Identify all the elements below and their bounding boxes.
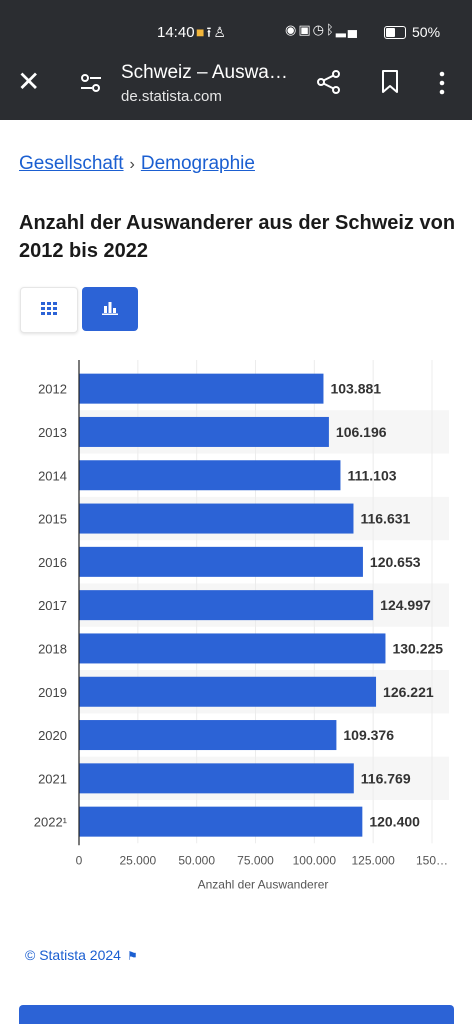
value-label: 130.225 — [392, 640, 443, 656]
breadcrumb-gesellschaft[interactable]: Gesellschaft — [19, 153, 124, 174]
share-icon[interactable] — [316, 69, 342, 95]
category-label: 2016 — [38, 555, 67, 570]
value-label: 124.997 — [380, 597, 431, 613]
battery-percent: 50% — [412, 24, 441, 40]
status-bar: 14:40 ■⭱♙ ◉▣◷ᛒ▂▄ 50% — [0, 0, 472, 56]
bar — [79, 460, 341, 491]
bar — [79, 416, 329, 447]
category-label: 2018 — [38, 641, 67, 656]
value-label: 126.221 — [383, 684, 434, 700]
breadcrumb-demographie[interactable]: Demographie — [140, 153, 255, 174]
upload-icon: ⭱ — [206, 24, 214, 40]
signal-icon: ▂▄ — [335, 22, 360, 37]
bar — [79, 763, 354, 794]
value-label: 111.103 — [347, 467, 396, 483]
tune-icon[interactable] — [80, 72, 102, 94]
bar — [79, 546, 363, 577]
table-view-button[interactable] — [20, 287, 78, 333]
bar-chart-icon — [102, 302, 118, 315]
bar — [79, 503, 354, 534]
tab-url[interactable]: de.statista.com — [121, 88, 222, 105]
category-label: 2013 — [38, 425, 67, 440]
value-label: 120.400 — [369, 814, 420, 830]
category-label: 2019 — [38, 685, 67, 700]
category-label: 2015 — [38, 512, 67, 527]
eye-icon: ◉ — [285, 22, 299, 37]
x-tick-label: 125.000 — [351, 853, 395, 867]
x-tick-label: 75.000 — [237, 853, 274, 867]
value-label: 120.653 — [370, 554, 421, 570]
system-icons: ◉▣◷ᛒ▂▄ — [285, 22, 359, 38]
flag-icon[interactable]: ⚑ — [126, 949, 138, 963]
battery-icon — [384, 26, 406, 39]
tab-title: Schweiz – Auswa… — [121, 62, 288, 83]
x-tick-label: 100.000 — [293, 853, 337, 867]
x-tick-label: 150… — [416, 853, 448, 867]
x-tick-label: 0 — [76, 853, 83, 867]
value-label: 103.881 — [330, 381, 381, 397]
page-title: Anzahl der Auswanderer aus der Schweiz v… — [19, 212, 456, 262]
category-label: 2022¹ — [34, 815, 68, 830]
chart-view-button[interactable] — [82, 287, 138, 331]
source-text: © Statista 2024 — [25, 947, 121, 963]
person-icon: ♙ — [213, 24, 228, 40]
value-label: 109.376 — [343, 727, 394, 743]
app-notification-icon: ■ — [196, 24, 207, 40]
bottom-action-bar[interactable] — [19, 1005, 454, 1024]
table-icon — [41, 302, 57, 315]
bar — [79, 676, 377, 707]
bar — [79, 373, 324, 404]
value-label: 106.196 — [336, 424, 387, 440]
source-link[interactable]: © Statista 2024 ⚑ — [25, 947, 138, 963]
bar — [79, 720, 337, 751]
x-axis-title: Anzahl der Auswanderer — [198, 877, 329, 891]
value-label: 116.631 — [360, 511, 410, 527]
bar — [79, 633, 386, 664]
x-tick-label: 50.000 — [178, 853, 215, 867]
category-label: 2014 — [38, 468, 67, 483]
bar — [79, 806, 363, 837]
breadcrumb: Gesellschaft › Demographie — [19, 153, 255, 175]
bookmark-icon[interactable] — [378, 69, 402, 95]
close-icon[interactable]: ✕ — [17, 66, 41, 97]
category-label: 2017 — [38, 598, 67, 613]
breadcrumb-separator: › — [129, 156, 135, 173]
category-label: 2021 — [38, 771, 67, 786]
category-label: 2020 — [38, 728, 67, 743]
category-label: 2012 — [38, 382, 67, 397]
x-tick-label: 25.000 — [119, 853, 156, 867]
browser-toolbar: ✕ Schweiz – Auswa… de.statista.com — [0, 56, 472, 120]
bar — [79, 590, 374, 621]
notification-icons: ■⭱♙ — [196, 22, 228, 46]
status-time: 14:40 — [157, 24, 195, 41]
nfc-icon: ▣ — [298, 22, 313, 37]
more-icon[interactable] — [436, 70, 448, 96]
bar-chart: 2012 103.881 2013 106.196 2014 111.103 2015 116… — [34, 360, 449, 891]
value-label: 116.769 — [361, 770, 411, 786]
alarm-icon: ◷ — [312, 22, 326, 37]
bluetooth-icon: ᛒ — [325, 22, 336, 37]
